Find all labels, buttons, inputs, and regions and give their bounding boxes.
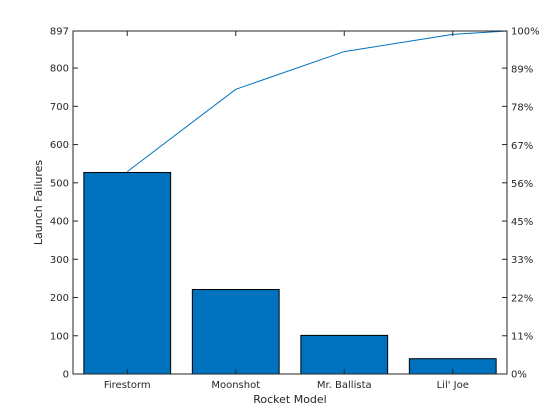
y-tick-label-6: 600 — [50, 140, 69, 151]
y-tick-label-5: 500 — [50, 178, 69, 189]
left-y-ticks: 0 100 200 300 400 500 600 700 800 897 — [50, 27, 507, 381]
y2-tick-label-6: 67% — [511, 141, 533, 152]
y2-tick-label-7: 78% — [511, 103, 533, 114]
axes-group — [72, 30, 508, 375]
y-tick-label-7: 700 — [50, 102, 69, 113]
y-tick-label-2: 200 — [50, 293, 69, 304]
plot-frame — [72, 30, 508, 375]
y2-tick-label-4: 45% — [511, 217, 533, 228]
cumulative-percent-line — [126, 30, 508, 173]
y-tick-label-4: 400 — [50, 217, 69, 228]
x-ticks: Firestorm Moonshot Mr. Ballista Lil' Joe — [104, 31, 469, 391]
bar-0 — [83, 171, 172, 375]
y2-tick-label-1: 11% — [511, 331, 533, 342]
right-y-ticks: 0% 11% 22% 33% 45% 56% 67% 78% 89% 100% — [511, 27, 540, 381]
y-tick-label-0: 0 — [63, 370, 69, 381]
bars-group — [83, 171, 497, 375]
y-tick-label-9: 897 — [50, 27, 69, 38]
bar-1 — [191, 288, 280, 375]
x-tick-label-2: Mr. Ballista — [317, 380, 372, 391]
cumulative-line-group — [126, 30, 508, 173]
y-tick-label-8: 800 — [50, 64, 69, 75]
y2-tick-label-8: 89% — [511, 65, 533, 76]
x-tick-label-0: Firestorm — [104, 380, 151, 391]
x-tick-label-3: Lil' Joe — [437, 380, 469, 391]
y2-tick-label-2: 22% — [511, 293, 533, 304]
y2-tick-label-5: 56% — [511, 179, 533, 190]
y2-tick-label-0: 0% — [511, 370, 527, 381]
y2-tick-label-9: 100% — [511, 27, 540, 38]
y2-tick-label-3: 33% — [511, 255, 533, 266]
y-tick-label-1: 100 — [50, 331, 69, 342]
bar-2 — [300, 334, 389, 375]
x-axis-label: Rocket Model — [253, 393, 327, 406]
x-tick-label-1: Moonshot — [211, 380, 260, 391]
y-axis-label: Launch Failures — [32, 160, 45, 246]
y-tick-label-3: 300 — [50, 255, 69, 266]
